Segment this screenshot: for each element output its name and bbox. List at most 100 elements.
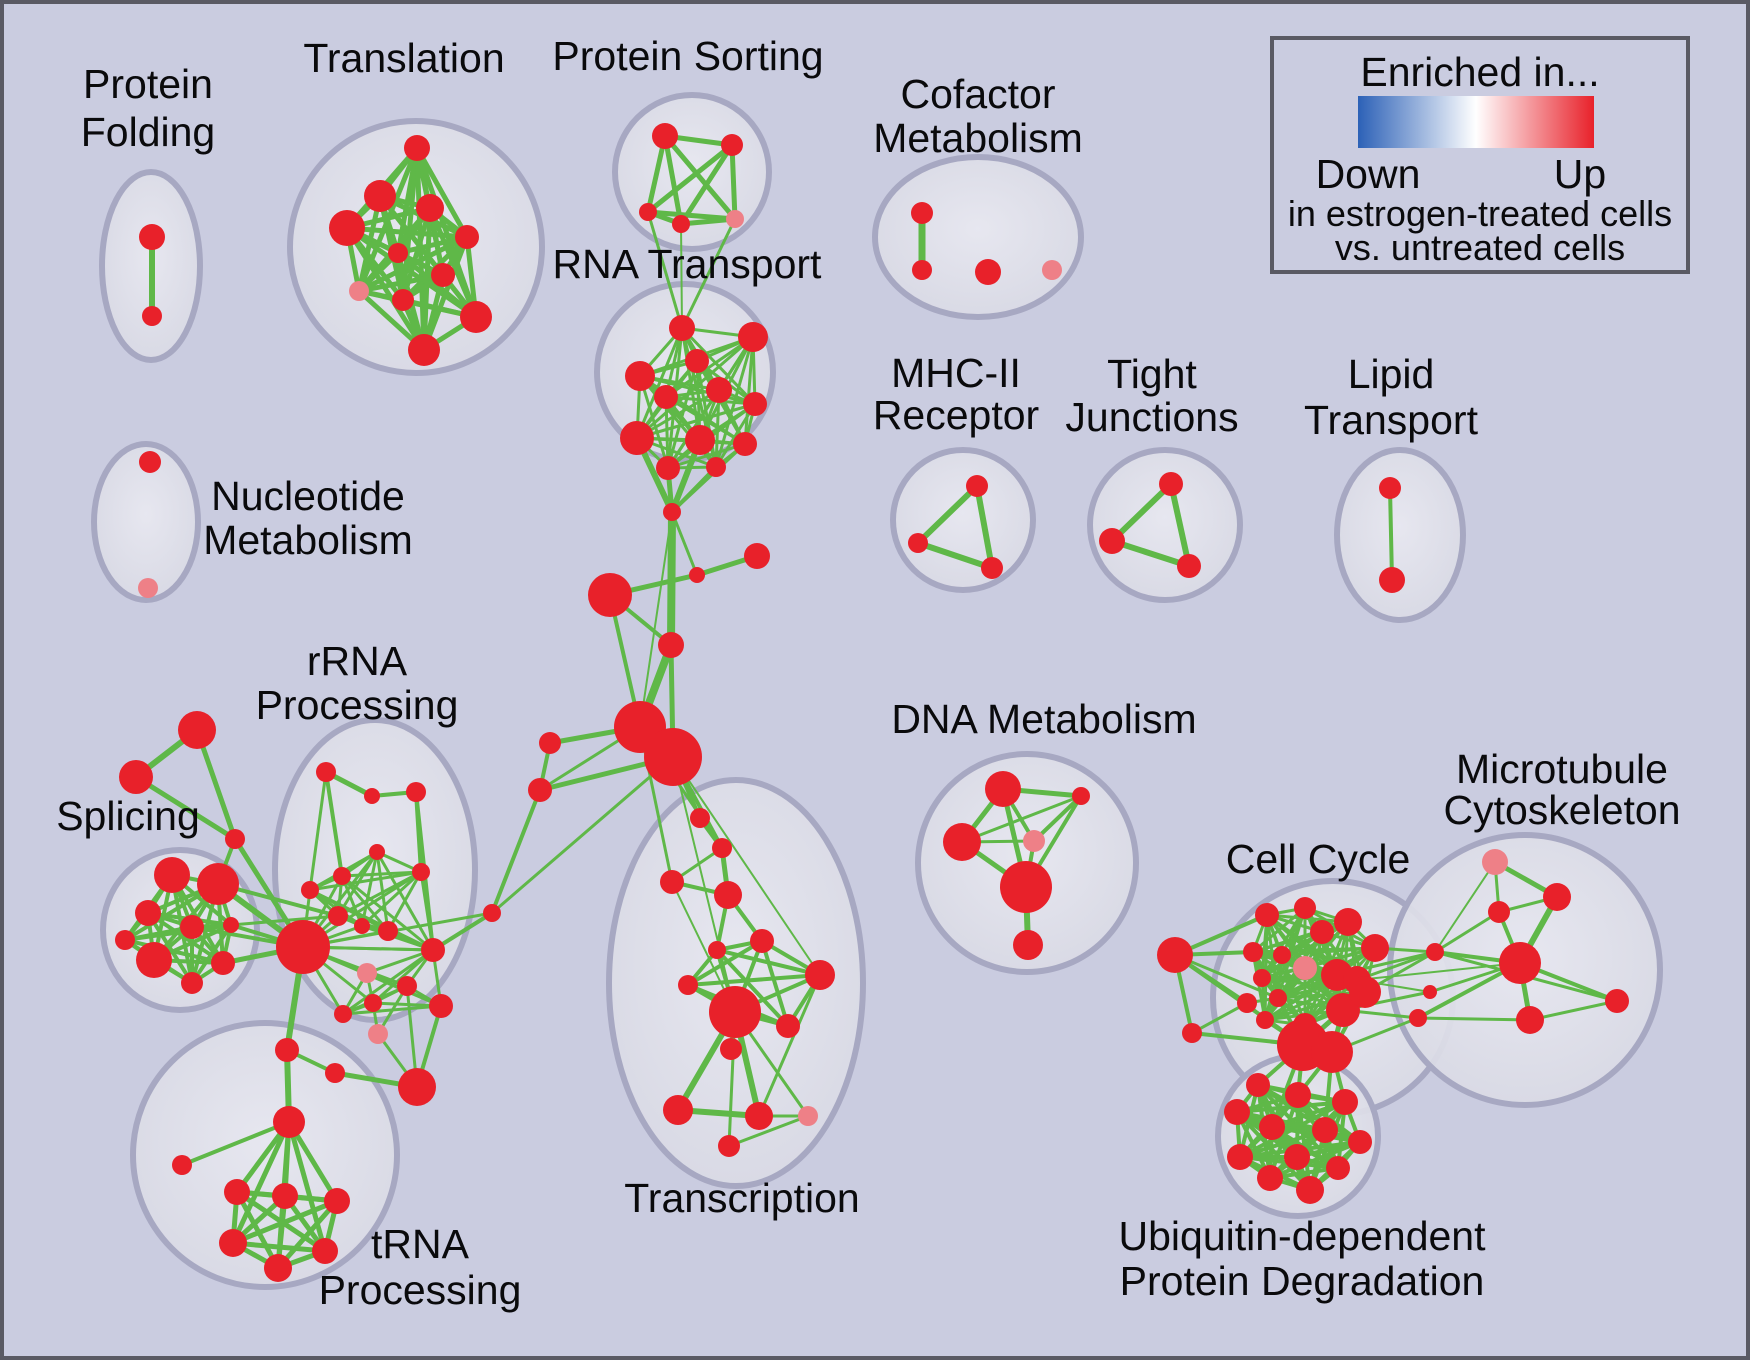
network-node bbox=[404, 135, 430, 161]
network-node bbox=[539, 732, 561, 754]
cluster-sp-label: Splicing bbox=[56, 793, 200, 839]
network-node bbox=[1273, 946, 1291, 964]
network-node bbox=[334, 1005, 352, 1023]
network-node bbox=[328, 906, 348, 926]
network-node bbox=[721, 134, 743, 156]
network-node bbox=[1311, 1031, 1353, 1073]
network-node bbox=[429, 994, 453, 1018]
network-edge bbox=[340, 874, 390, 933]
network-node bbox=[1326, 993, 1360, 1027]
network-node bbox=[388, 243, 408, 263]
network-node bbox=[660, 870, 684, 894]
network-node bbox=[264, 1254, 292, 1282]
network-edge bbox=[194, 727, 238, 842]
network-node bbox=[333, 867, 351, 885]
network-node bbox=[1237, 993, 1257, 1013]
network-node bbox=[588, 573, 632, 617]
network-node bbox=[908, 533, 928, 553]
network-edge bbox=[915, 540, 995, 571]
network-edge bbox=[234, 1189, 281, 1271]
network-edge bbox=[1109, 481, 1174, 544]
network-edge bbox=[133, 774, 238, 842]
cluster-nu-ellipse bbox=[91, 441, 201, 603]
network-edge bbox=[229, 914, 340, 927]
network-edge bbox=[1263, 953, 1284, 1022]
network-edge bbox=[727, 1114, 810, 1148]
network-node bbox=[1605, 989, 1629, 1013]
network-node bbox=[652, 123, 678, 149]
network-node bbox=[798, 1106, 818, 1126]
network-node bbox=[625, 361, 655, 391]
network-node bbox=[1072, 787, 1090, 805]
network-node bbox=[1013, 930, 1043, 960]
network-node bbox=[398, 1068, 436, 1106]
network-edge bbox=[230, 1198, 340, 1246]
network-node bbox=[364, 994, 382, 1012]
network-edge bbox=[1168, 481, 1192, 569]
network-node bbox=[663, 503, 681, 521]
network-edge bbox=[344, 225, 427, 353]
network-node bbox=[1409, 1009, 1427, 1027]
network-edge bbox=[344, 225, 470, 240]
legend-up-label: Up bbox=[1554, 151, 1606, 197]
network-edge bbox=[662, 133, 684, 227]
network-edge bbox=[490, 755, 675, 915]
network-node bbox=[743, 392, 767, 416]
network-node bbox=[224, 1179, 250, 1205]
network-node bbox=[1499, 942, 1541, 984]
network-node bbox=[528, 778, 552, 802]
network-edge bbox=[1434, 861, 1496, 953]
network-node bbox=[349, 281, 369, 301]
network-node bbox=[1426, 943, 1444, 961]
network-edge bbox=[230, 1119, 292, 1246]
network-edge bbox=[308, 870, 423, 892]
network-node bbox=[663, 1095, 693, 1125]
network-edge bbox=[356, 272, 446, 294]
network-edge bbox=[340, 874, 435, 952]
network-node bbox=[172, 1155, 192, 1175]
network-node bbox=[620, 421, 654, 455]
network-edge bbox=[672, 756, 736, 1013]
network-node bbox=[745, 1102, 773, 1130]
network-node bbox=[1348, 1130, 1372, 1154]
network-node bbox=[1285, 1082, 1311, 1108]
legend-gradient-bar bbox=[1358, 96, 1594, 148]
network-edge bbox=[635, 326, 684, 440]
cluster-cf-label: Cofactor Metabolism bbox=[873, 71, 1083, 161]
network-node bbox=[378, 921, 398, 941]
network-node bbox=[197, 863, 239, 905]
network-edge bbox=[672, 756, 821, 976]
network-edge bbox=[1251, 906, 1307, 954]
network-node bbox=[1361, 934, 1389, 962]
network-edge bbox=[645, 142, 735, 215]
network-node bbox=[211, 951, 235, 975]
cluster-dn-label: DNA Metabolism bbox=[891, 696, 1196, 742]
network-node bbox=[1332, 1089, 1358, 1115]
network-edge bbox=[960, 794, 1083, 844]
cluster-mh-ellipse bbox=[890, 447, 1036, 593]
cluster-tj-ellipse bbox=[1087, 447, 1243, 603]
network-node bbox=[1296, 1176, 1324, 1204]
network-node bbox=[272, 1183, 298, 1209]
legend-down-label: Down bbox=[1316, 151, 1421, 197]
cluster-ub-label: Ubiquitin-dependent Protein Degradation bbox=[1119, 1213, 1487, 1304]
cluster-ps-label: Protein Sorting bbox=[552, 33, 823, 79]
network-node bbox=[139, 224, 165, 250]
network-node bbox=[1293, 956, 1317, 980]
cluster-mh-label: MHC-II Receptor bbox=[873, 350, 1039, 438]
network-edge bbox=[1416, 1016, 1532, 1022]
network-edge bbox=[1528, 999, 1619, 1022]
network-node bbox=[1516, 1006, 1544, 1034]
network-edge bbox=[180, 1120, 291, 1167]
network-edge bbox=[324, 770, 344, 878]
network-node bbox=[706, 457, 726, 477]
network-node bbox=[181, 972, 203, 994]
network-edge bbox=[360, 870, 423, 928]
network-edge bbox=[666, 442, 747, 470]
label-layer: Protein Folding Translation Protein Sorting… bbox=[56, 33, 1680, 1313]
network-node bbox=[912, 260, 932, 280]
network-node bbox=[656, 456, 680, 480]
network-node bbox=[644, 728, 702, 786]
network-edge bbox=[639, 511, 673, 728]
